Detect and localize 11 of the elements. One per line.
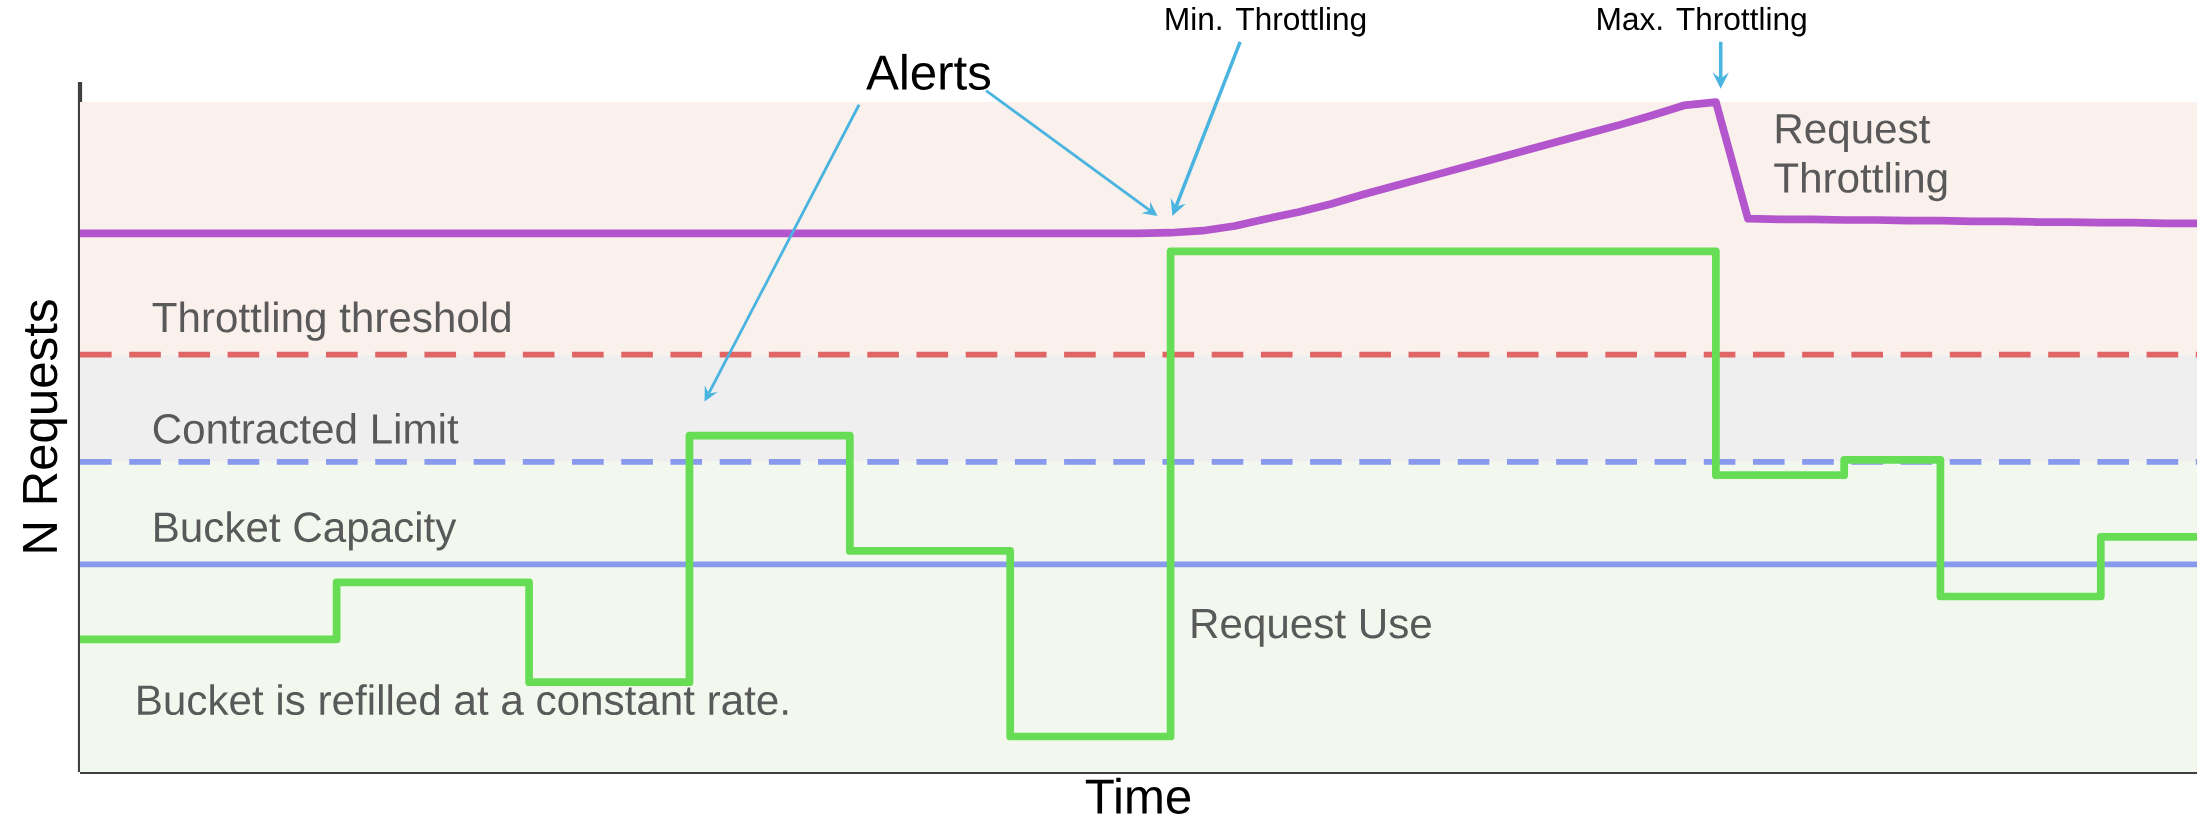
ref-line-label: Throttling threshold [152,301,510,341]
text: Max. Throttling [1598,6,1806,37]
text: Min. Throttling [1166,6,1366,37]
text: Alerts [866,53,991,91]
series-label: Request Use [1192,609,1431,647]
annotation: Bucket is refilled at a constant rate. [138,684,788,716]
series-label: Request Throttling [1774,114,1947,202]
y-axis-title: N Requests [23,300,68,552]
ref-line-label: Bucket Capacity [155,511,457,551]
ref-line-label: Contracted Limit [153,412,459,444]
x-axis-title: Time [1085,777,1191,815]
